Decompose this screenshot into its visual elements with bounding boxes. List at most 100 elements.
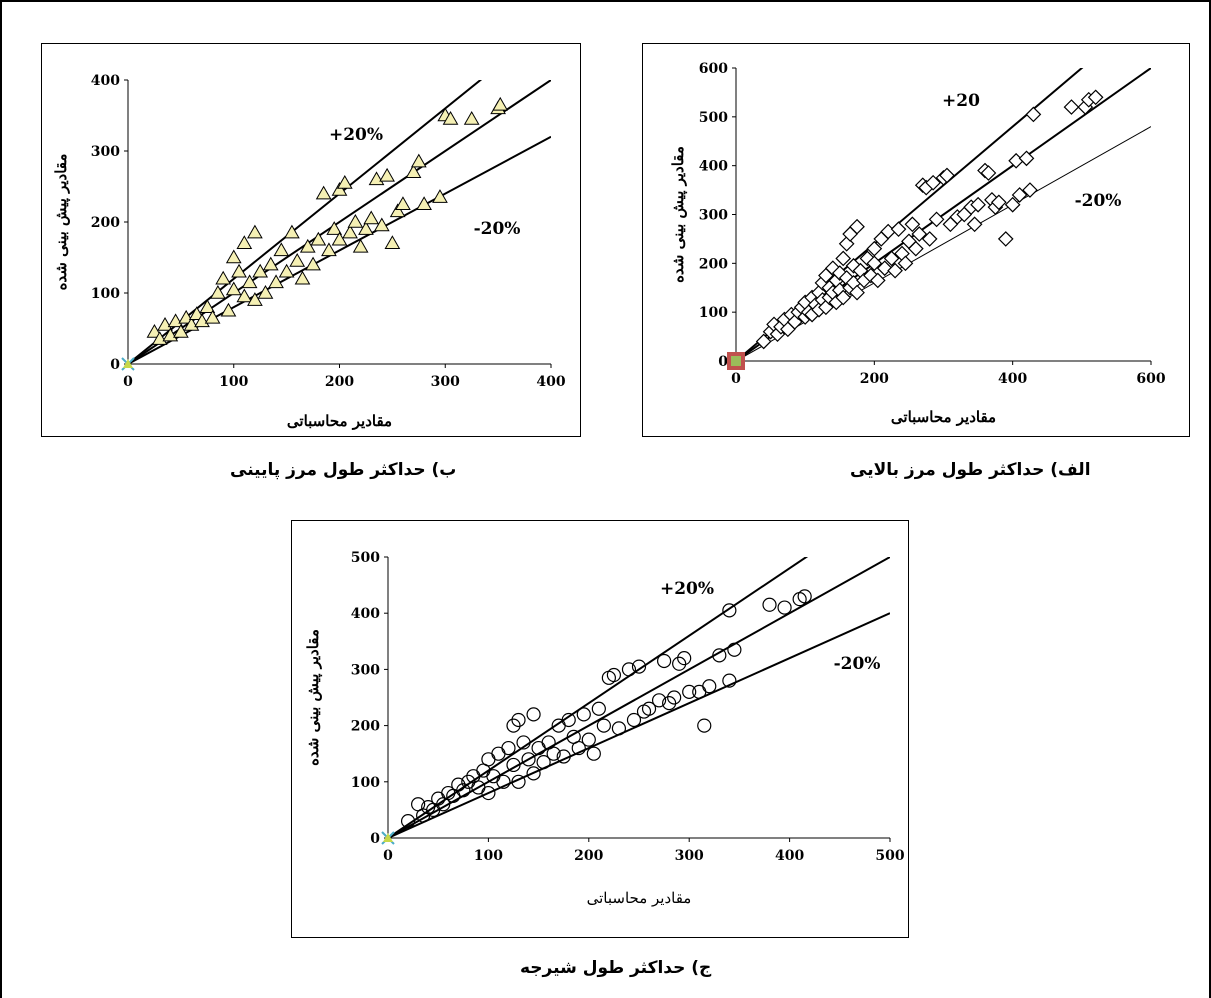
data-point bbox=[321, 242, 337, 257]
data-point bbox=[890, 221, 907, 237]
data-point bbox=[294, 270, 311, 285]
data-point bbox=[887, 262, 903, 279]
data-point bbox=[236, 235, 253, 250]
data-point bbox=[379, 167, 395, 182]
data-point bbox=[326, 221, 343, 235]
x-tick-label: 200 bbox=[325, 374, 354, 390]
data-point bbox=[347, 213, 364, 228]
data-point bbox=[268, 274, 284, 289]
origin-marker-triangle bbox=[123, 359, 133, 368]
data-point bbox=[581, 732, 596, 747]
reference-line-label: -20% bbox=[1075, 191, 1122, 211]
data-point bbox=[907, 240, 924, 257]
data-point bbox=[925, 174, 941, 191]
data-point bbox=[702, 679, 717, 694]
y-tick-label: 100 bbox=[699, 305, 728, 321]
y-axis-title: مقادیر پیش بینی شده bbox=[669, 146, 688, 283]
data-point bbox=[755, 333, 772, 350]
data-point bbox=[1087, 89, 1104, 106]
x-tick-label: 0 bbox=[123, 374, 133, 390]
data-point bbox=[762, 597, 777, 612]
origin-marker-triangle bbox=[383, 833, 393, 842]
data-point bbox=[1004, 196, 1021, 213]
data-point bbox=[173, 324, 189, 338]
data-point bbox=[990, 194, 1007, 211]
data-point bbox=[835, 289, 852, 306]
data-point bbox=[904, 216, 921, 233]
data-point bbox=[636, 704, 652, 719]
data-point bbox=[561, 712, 576, 728]
y-tick-label: 400 bbox=[351, 606, 380, 622]
data-point bbox=[210, 284, 226, 299]
chart-lower-boundary: 0 100 200 300 400 0 100 200 300 400 مقادیر محاسبات… bbox=[52, 73, 566, 430]
y-axis-title: مقادیر پیش بینی شده bbox=[52, 154, 71, 291]
data-point bbox=[601, 670, 616, 685]
data-point bbox=[257, 284, 274, 299]
reference-line-label: -20% bbox=[834, 654, 881, 674]
data-point bbox=[496, 774, 511, 789]
data-point bbox=[511, 712, 526, 728]
data-point bbox=[492, 96, 509, 111]
data-point bbox=[1025, 106, 1042, 123]
data-point bbox=[1018, 150, 1035, 167]
reference-line-minus20 bbox=[388, 612, 890, 838]
data-point bbox=[204, 309, 221, 324]
data-point bbox=[432, 189, 448, 203]
data-point bbox=[463, 111, 480, 125]
x-axis-title: مقادیر محاسباتی bbox=[891, 408, 996, 426]
x-tick-label: 200 bbox=[860, 371, 889, 387]
reference-line-label: +20 bbox=[942, 91, 980, 111]
data-point bbox=[611, 721, 627, 736]
data-point bbox=[682, 684, 697, 699]
data-point bbox=[712, 648, 727, 663]
data-point bbox=[363, 210, 380, 225]
data-point bbox=[556, 749, 571, 764]
data-point bbox=[997, 231, 1014, 247]
data-point bbox=[571, 740, 586, 756]
x-tick-label: 200 bbox=[574, 848, 603, 864]
data-point bbox=[526, 707, 541, 722]
data-point bbox=[966, 216, 983, 233]
data-point bbox=[405, 164, 422, 179]
chart-upper-boundary: 0 100 200 300 400 500 600 0 200 400 600 مقادیر محاس… bbox=[669, 61, 1166, 426]
data-point bbox=[358, 221, 374, 235]
data-point bbox=[526, 766, 541, 781]
x-tick-label: 400 bbox=[998, 371, 1027, 387]
data-point bbox=[236, 288, 253, 303]
data-point bbox=[384, 235, 401, 250]
data-point bbox=[980, 165, 997, 181]
data-point bbox=[231, 263, 247, 278]
data-point bbox=[536, 755, 551, 770]
y-tick-label: 300 bbox=[91, 144, 120, 160]
y-tick-label: 0 bbox=[718, 354, 728, 370]
data-point bbox=[451, 777, 466, 792]
data-point bbox=[146, 324, 163, 338]
data-point bbox=[697, 718, 712, 733]
data-point bbox=[1063, 99, 1080, 115]
data-point bbox=[777, 600, 792, 615]
y-tick-label: 500 bbox=[699, 110, 728, 126]
data-point bbox=[797, 589, 812, 604]
data-point bbox=[331, 182, 348, 196]
data-point bbox=[869, 272, 886, 289]
data-point bbox=[315, 185, 332, 200]
caption-lower-boundary: ب) حداکثر طول مرز پایینی bbox=[230, 460, 457, 480]
chart-panel-lower-boundary: 0 100 200 300 400 0 100 200 300 400 مقادیر محاسبات… bbox=[41, 43, 581, 437]
data-point bbox=[501, 740, 516, 756]
chart-dive: 0 100 200 300 400 500 0 100 200 300 400 500 مقادیر م… bbox=[304, 550, 905, 907]
data-point bbox=[491, 746, 506, 761]
chart-panel-upper-boundary: 0 100 200 300 400 500 600 0 200 400 600 مقادیر محاس… bbox=[642, 43, 1190, 437]
x-axis-title: مقادیر محاسباتی bbox=[587, 889, 692, 907]
data-point bbox=[305, 256, 321, 271]
data-point bbox=[849, 218, 865, 235]
data-point bbox=[591, 701, 606, 716]
data-point bbox=[792, 592, 807, 607]
data-point bbox=[199, 299, 216, 313]
data-point bbox=[835, 250, 852, 267]
reference-line-label: -20% bbox=[474, 219, 521, 239]
x-tick-label: 400 bbox=[536, 374, 565, 390]
data-point bbox=[289, 253, 306, 267]
x-tick-label: 100 bbox=[474, 848, 503, 864]
data-point bbox=[400, 814, 416, 829]
